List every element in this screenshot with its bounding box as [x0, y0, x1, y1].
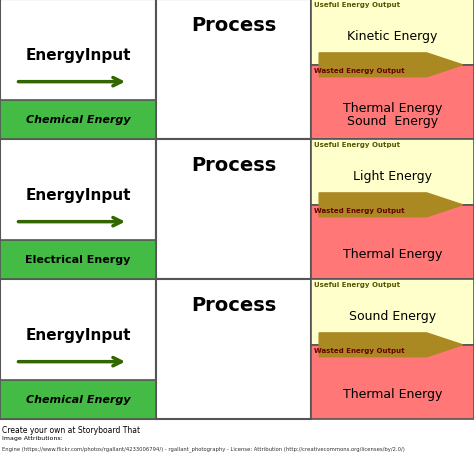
- Text: Create your own at Storyboard That: Create your own at Storyboard That: [2, 425, 140, 434]
- Text: Chemical Energy: Chemical Energy: [26, 394, 130, 405]
- Text: Engine (https://www.flickr.com/photos/rgallant/4233006794/) - rgallant_photograp: Engine (https://www.flickr.com/photos/rg…: [2, 445, 405, 450]
- Bar: [156, 279, 311, 419]
- Text: EnergyInput: EnergyInput: [25, 188, 131, 202]
- Text: EnergyInput: EnergyInput: [25, 48, 131, 63]
- Polygon shape: [319, 194, 463, 217]
- Text: Process: Process: [191, 295, 276, 314]
- Text: Wasted Energy Output: Wasted Energy Output: [314, 347, 405, 353]
- Text: Process: Process: [191, 16, 276, 35]
- Bar: [311, 140, 474, 206]
- Polygon shape: [319, 333, 463, 357]
- Text: Thermal Energy: Thermal Energy: [343, 247, 442, 260]
- Bar: [311, 345, 474, 419]
- Text: Wasted Energy Output: Wasted Energy Output: [314, 207, 405, 213]
- Text: Process: Process: [191, 156, 276, 175]
- Bar: [0, 380, 156, 419]
- Text: Wasted Energy Output: Wasted Energy Output: [314, 68, 405, 74]
- Bar: [0, 140, 156, 279]
- Text: EnergyInput: EnergyInput: [25, 327, 131, 342]
- Text: Sound Energy: Sound Energy: [349, 309, 436, 322]
- Bar: [311, 0, 474, 66]
- Text: Image Attributions:: Image Attributions:: [2, 435, 63, 440]
- Text: Useful Energy Output: Useful Energy Output: [314, 142, 400, 148]
- Bar: [311, 206, 474, 279]
- Bar: [156, 140, 311, 279]
- Bar: [311, 279, 474, 345]
- Text: Light Energy: Light Energy: [353, 169, 432, 182]
- Text: Useful Energy Output: Useful Energy Output: [314, 2, 400, 8]
- Bar: [0, 240, 156, 279]
- Text: Sound  Energy: Sound Energy: [347, 115, 438, 128]
- Bar: [156, 0, 311, 140]
- Text: Kinetic Energy: Kinetic Energy: [347, 30, 438, 43]
- Text: Electrical Energy: Electrical Energy: [25, 255, 131, 265]
- Text: Chemical Energy: Chemical Energy: [26, 115, 130, 125]
- Text: Useful Energy Output: Useful Energy Output: [314, 282, 400, 288]
- Polygon shape: [319, 54, 463, 77]
- Bar: [0, 279, 156, 419]
- Bar: [0, 0, 156, 140]
- Bar: [311, 66, 474, 140]
- Text: Thermal Energy: Thermal Energy: [343, 102, 442, 115]
- Text: Thermal Energy: Thermal Energy: [343, 387, 442, 400]
- Bar: [0, 100, 156, 140]
